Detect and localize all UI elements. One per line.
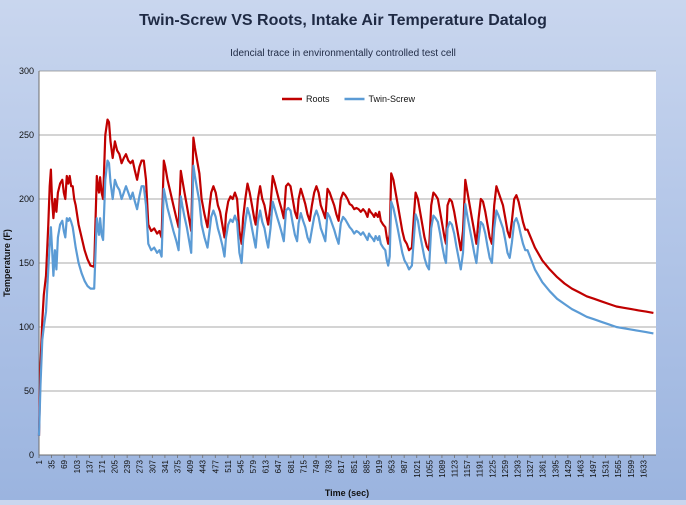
y-axis-label: Temperature (F) <box>2 229 12 297</box>
legend-label-twin-screw: Twin-Screw <box>369 94 416 104</box>
x-tick-label: 1293 <box>513 459 522 477</box>
chart-subtitle: Idencial trace in environmentally contro… <box>230 48 456 59</box>
x-tick-label: 341 <box>161 459 170 473</box>
x-tick-label: 1021 <box>413 459 422 477</box>
y-tick-label: 0 <box>29 450 34 460</box>
x-tick-label: 1225 <box>488 459 497 477</box>
x-tick-label: 1599 <box>627 459 636 477</box>
x-tick-label: 273 <box>136 459 145 473</box>
x-tick-label: 851 <box>350 459 359 473</box>
x-tick-label: 919 <box>375 459 384 473</box>
x-tick-label: 1055 <box>425 459 434 477</box>
x-tick-label: 885 <box>362 459 371 473</box>
x-tick-label: 1361 <box>539 459 548 477</box>
x-tick-label: 205 <box>111 459 120 473</box>
y-tick-label: 250 <box>19 130 34 140</box>
legend: Roots Twin-Screw <box>282 94 416 104</box>
x-tick-label: 443 <box>199 459 208 473</box>
y-tick-label: 300 <box>19 66 34 76</box>
x-tick-label: 1327 <box>526 459 535 477</box>
x-tick-label: 511 <box>224 459 233 472</box>
legend-label-roots: Roots <box>306 94 330 104</box>
x-tick-label: 987 <box>400 459 409 473</box>
x-tick-label: 1 <box>35 459 44 464</box>
x-tick-label: 953 <box>388 459 397 473</box>
y-tick-label: 100 <box>19 322 34 332</box>
x-tick-label: 579 <box>249 459 258 473</box>
x-tick-label: 1157 <box>463 459 472 477</box>
series-line-twin-screw <box>37 159 654 436</box>
series-lines <box>37 118 654 436</box>
x-tick-label: 239 <box>123 459 132 473</box>
chart-title: Twin-Screw VS Roots, Intake Air Temperat… <box>139 12 547 29</box>
x-tick-label: 1633 <box>639 459 648 477</box>
x-tick-label: 103 <box>73 459 82 473</box>
x-tick-label: 681 <box>287 459 296 473</box>
x-tick-label: 817 <box>337 459 346 473</box>
x-tick-label: 477 <box>211 459 220 473</box>
x-tick-label: 409 <box>186 459 195 473</box>
x-axis-ticks: 1 35 69 103 137 171 205 239 273 307 341 375 409 443 47… <box>35 455 648 478</box>
y-tick-label: 50 <box>24 386 34 396</box>
x-tick-label: 69 <box>60 459 69 468</box>
x-tick-label: 171 <box>98 459 107 473</box>
x-tick-label: 1531 <box>602 459 611 477</box>
x-tick-label: 613 <box>262 459 271 473</box>
x-tick-label: 1565 <box>614 459 623 477</box>
x-tick-label: 1089 <box>438 459 447 477</box>
y-tick-label: 150 <box>19 258 34 268</box>
y-tick-label: 200 <box>19 194 34 204</box>
x-tick-label: 1191 <box>476 459 485 477</box>
x-tick-label: 647 <box>274 459 283 473</box>
x-tick-label: 715 <box>299 459 308 473</box>
x-tick-label: 1259 <box>501 459 510 477</box>
x-tick-label: 1123 <box>451 459 460 477</box>
x-tick-label: 783 <box>325 459 334 473</box>
x-tick-label: 307 <box>148 459 157 473</box>
y-axis-ticks: 0 50 100 150 200 250 300 <box>19 66 34 460</box>
series-line-roots <box>37 118 654 436</box>
x-tick-label: 35 <box>48 459 57 468</box>
gridlines <box>38 70 656 456</box>
x-tick-label: 1463 <box>576 459 585 477</box>
x-tick-label: 749 <box>312 459 321 473</box>
x-axis-label: Time (sec) <box>325 488 369 498</box>
x-tick-label: 375 <box>174 459 183 473</box>
x-tick-label: 1497 <box>589 459 598 477</box>
x-tick-label: 545 <box>236 459 245 473</box>
x-tick-label: 137 <box>85 459 94 473</box>
x-tick-label: 1395 <box>551 459 560 477</box>
x-tick-label: 1429 <box>564 459 573 477</box>
